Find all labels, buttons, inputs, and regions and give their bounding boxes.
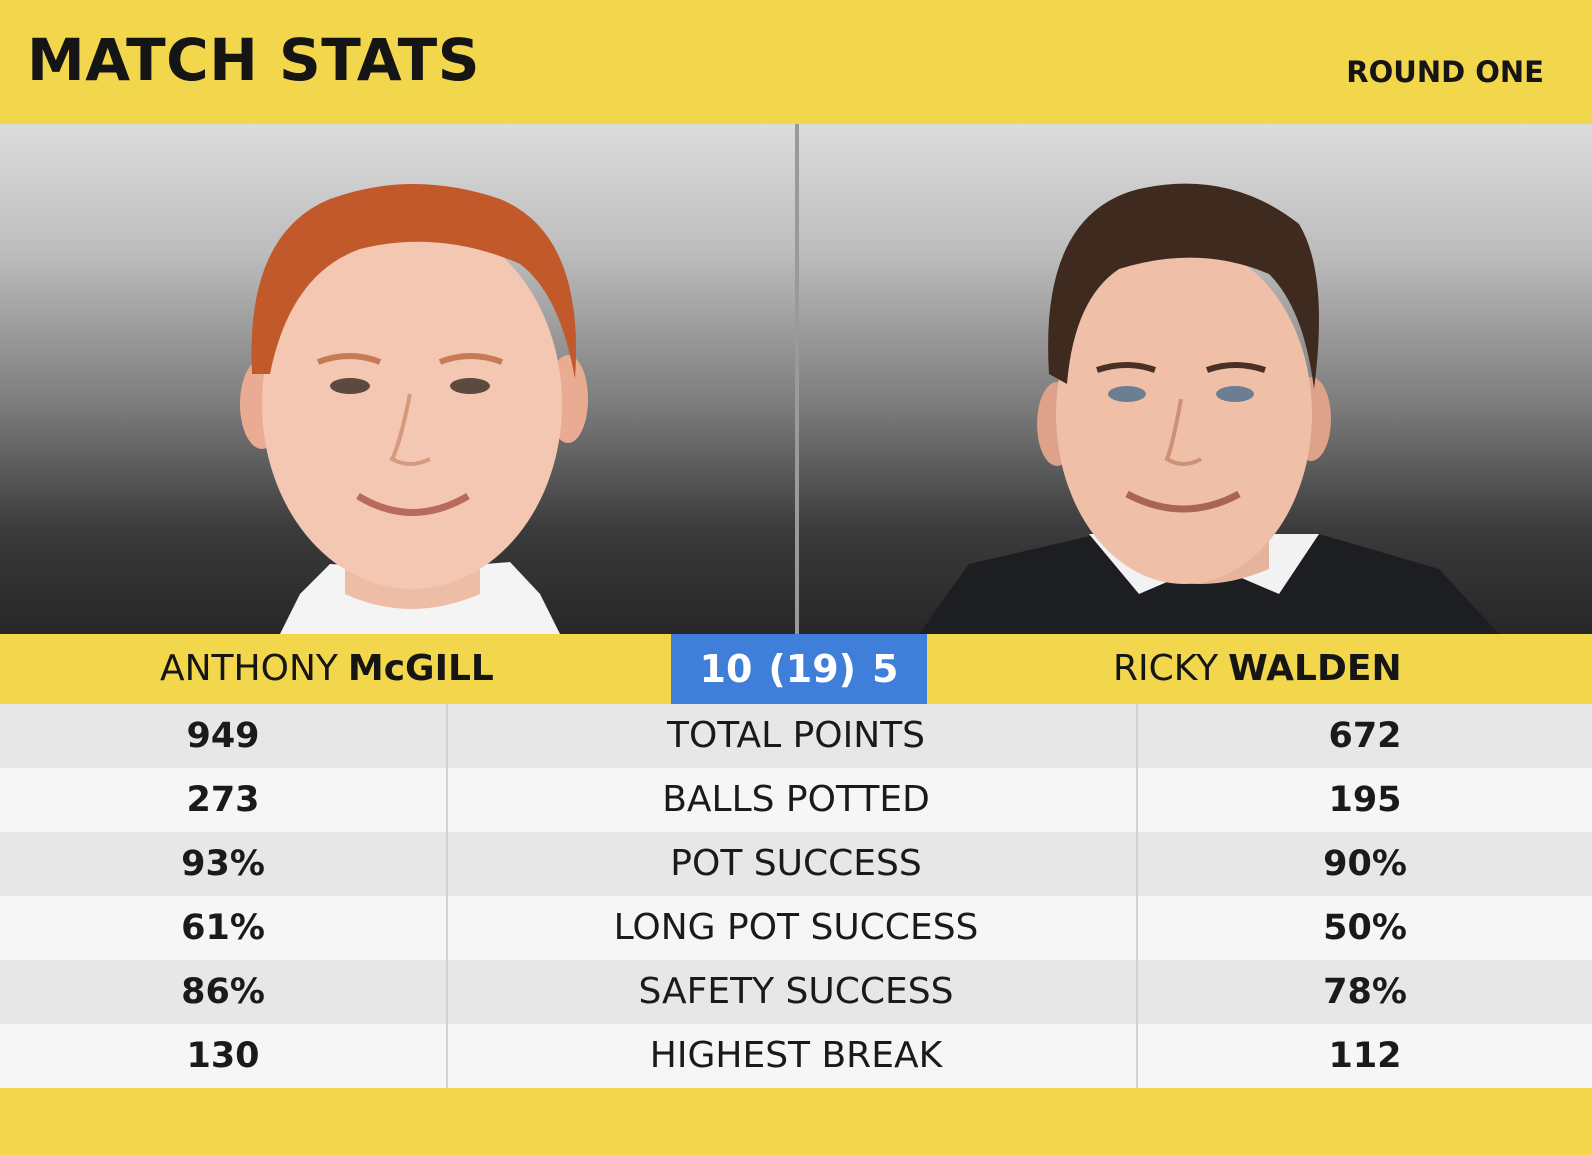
column-divider — [1136, 1024, 1138, 1088]
right-stat-value: 672 — [1328, 716, 1402, 756]
right-player-name: RICKY WALDEN — [1113, 648, 1402, 690]
left-player-portrait — [240, 184, 588, 634]
stat-label: TOTAL POINTS — [666, 715, 926, 756]
left-player-last-name: McGILL — [347, 648, 494, 689]
best-of-frames: (19) — [768, 647, 857, 691]
left-player-first-name: ANTHONY — [160, 648, 338, 689]
right-stat-value: 78% — [1323, 972, 1407, 1012]
left-stat-value: 93% — [181, 844, 265, 884]
footer-bar — [0, 1090, 1592, 1155]
stat-row: 93% POT SUCCESS 90% — [0, 832, 1592, 896]
column-divider — [1136, 768, 1138, 832]
right-stat-value: 195 — [1328, 780, 1402, 820]
stat-label: SAFETY SUCCESS — [638, 971, 954, 1012]
stat-label: HIGHEST BREAK — [649, 1035, 943, 1076]
right-stat-value: 112 — [1328, 1036, 1402, 1076]
right-stat-value: 50% — [1323, 908, 1407, 948]
left-stat-value: 949 — [186, 716, 260, 756]
left-player-name: ANTHONY McGILL — [160, 648, 494, 690]
stat-row: 61% LONG POT SUCCESS 50% — [0, 896, 1592, 960]
left-stat-value: 86% — [181, 972, 265, 1012]
right-player-panel — [799, 124, 1592, 634]
left-player-panel — [0, 124, 795, 634]
score-box: 10 (19) 5 — [671, 634, 927, 704]
panel-divider — [795, 124, 799, 634]
column-divider — [446, 832, 448, 896]
right-frames: 5 — [872, 647, 899, 691]
column-divider — [446, 1024, 448, 1088]
player-photos — [0, 124, 1592, 634]
left-stat-value: 61% — [181, 908, 265, 948]
column-divider — [446, 960, 448, 1024]
stat-label: POT SUCCESS — [670, 843, 922, 884]
right-player-last-name: WALDEN — [1228, 648, 1402, 689]
right-player-first-name: RICKY — [1113, 648, 1219, 689]
page-title: MATCH STATS — [27, 26, 481, 94]
right-player-portrait — [919, 183, 1499, 634]
round-label: ROUND ONE — [1346, 55, 1544, 89]
stat-row: 86% SAFETY SUCCESS 78% — [0, 960, 1592, 1024]
right-stat-value: 90% — [1323, 844, 1407, 884]
stat-label: LONG POT SUCCESS — [613, 907, 979, 948]
column-divider — [1136, 896, 1138, 960]
left-stat-value: 273 — [186, 780, 260, 820]
stat-row: 130 HIGHEST BREAK 112 — [0, 1024, 1592, 1088]
stat-row: 273 BALLS POTTED 195 — [0, 768, 1592, 832]
stats-table: 949 TOTAL POINTS 672 273 BALLS POTTED 19… — [0, 704, 1592, 1088]
stat-label: BALLS POTTED — [662, 779, 930, 820]
column-divider — [1136, 704, 1138, 768]
stat-row: 949 TOTAL POINTS 672 — [0, 704, 1592, 768]
left-stat-value: 130 — [186, 1036, 260, 1076]
column-divider — [1136, 832, 1138, 896]
name-bar: ANTHONY McGILL 10 (19) 5 RICKY WALDEN — [0, 634, 1592, 704]
left-frames: 10 — [699, 647, 753, 691]
column-divider — [446, 704, 448, 768]
column-divider — [446, 768, 448, 832]
column-divider — [1136, 960, 1138, 1024]
column-divider — [446, 896, 448, 960]
header-bar: MATCH STATS ROUND ONE — [0, 0, 1592, 124]
